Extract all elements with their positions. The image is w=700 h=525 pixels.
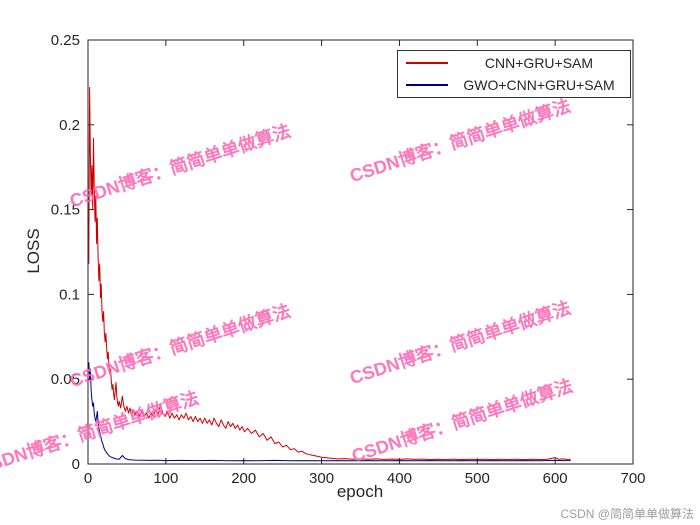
series-lines	[88, 87, 571, 462]
y-tick-label: 0.05	[51, 371, 80, 388]
y-tick-label: 0.1	[59, 286, 80, 303]
legend-entry-gwo-cnn-gru-sam: GWO+CNN+GRU+SAM	[398, 75, 630, 96]
plot-area-border	[87, 39, 634, 465]
x-tick-label: 700	[620, 470, 645, 487]
series-line-gwo-cnn-gru-sam	[88, 362, 571, 462]
legend-label: GWO+CNN+GRU+SAM	[463, 77, 615, 94]
legend-line-sample-blue	[406, 84, 448, 87]
x-tick-label: 200	[231, 470, 256, 487]
y-tick-label: 0.25	[51, 32, 80, 49]
csdn-credit-watermark: CSDN @简简单单做算法	[560, 507, 694, 521]
legend-entry-cnn-gru-sam: CNN+GRU+SAM	[398, 52, 630, 73]
x-tick-label: 0	[84, 470, 92, 487]
x-axis-label: epoch	[336, 482, 384, 501]
x-tick-label: 500	[465, 470, 490, 487]
x-tick-label: 300	[309, 470, 334, 487]
legend-line-sample-red	[406, 61, 448, 64]
legend: CNN+GRU+SAM GWO+CNN+GRU+SAM	[397, 50, 631, 98]
x-tick-label: 400	[387, 470, 412, 487]
y-axis-label: LOSS	[24, 228, 43, 274]
y-tick-label: 0	[72, 456, 80, 473]
y-tick-label: 0.15	[51, 202, 80, 219]
legend-label: CNN+GRU+SAM	[484, 54, 594, 71]
x-tick-label: 100	[153, 470, 178, 487]
series-line-cnn-gru-sam	[88, 87, 571, 461]
x-tick-label: 600	[543, 470, 568, 487]
axis-ticks: 0 100 200 300 400 500 600 700 0 0.05 0.1 0.15 0.2 0.2…	[51, 32, 646, 487]
y-tick-label: 0.2	[59, 117, 80, 134]
